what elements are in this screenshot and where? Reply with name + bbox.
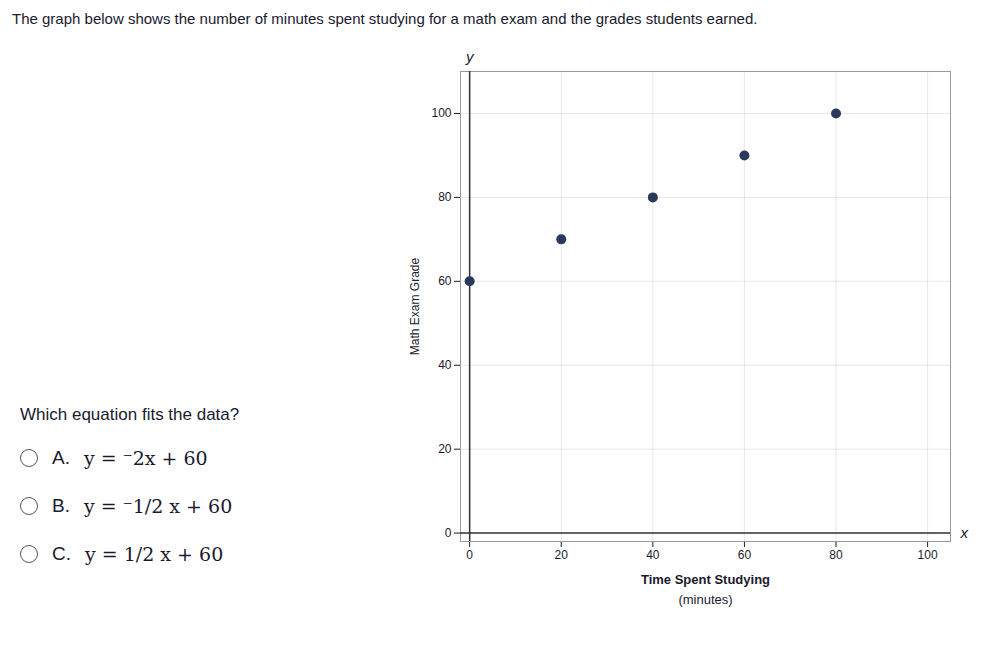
svg-text:40: 40 (646, 548, 660, 562)
html-text:The graph below shows the numb: The graph below shows the number of minu… (12, 10, 758, 27)
svg-text:80: 80 (829, 548, 843, 562)
html-text:A.: A. (52, 447, 70, 468)
svg-text:40: 40 (438, 358, 452, 372)
svg-text:20: 20 (438, 442, 452, 456)
svg-text:x: x (960, 524, 969, 541)
svg-text:60: 60 (738, 548, 752, 562)
svg-text:80: 80 (438, 190, 452, 204)
html-text:y = 1/2 x + 60: y = 1/2 x + 60 (85, 543, 224, 565)
svg-text:Math Exam Grade: Math Exam Grade (408, 257, 422, 355)
html-text:B.: B. (52, 495, 70, 516)
html-text:Which equation fits the data?: Which equation fits the data? (20, 405, 240, 424)
html-text:y = ⁻2x + 60: y = ⁻2x + 60 (84, 447, 208, 469)
svg-text:100: 100 (431, 106, 451, 120)
svg-text:Time Spent Studying: Time Spent Studying (641, 572, 770, 587)
svg-text:y: y (465, 48, 475, 65)
html-text:C.: C. (52, 543, 71, 564)
html-text:y = ⁻1/2 x + 60: y = ⁻1/2 x + 60 (84, 495, 233, 517)
svg-text:20: 20 (555, 548, 569, 562)
svg-text:(minutes): (minutes) (678, 592, 732, 607)
svg-text:100: 100 (918, 548, 938, 562)
svg-text:60: 60 (438, 274, 452, 288)
svg-text:0: 0 (466, 548, 473, 562)
svg-text:0: 0 (445, 526, 452, 540)
